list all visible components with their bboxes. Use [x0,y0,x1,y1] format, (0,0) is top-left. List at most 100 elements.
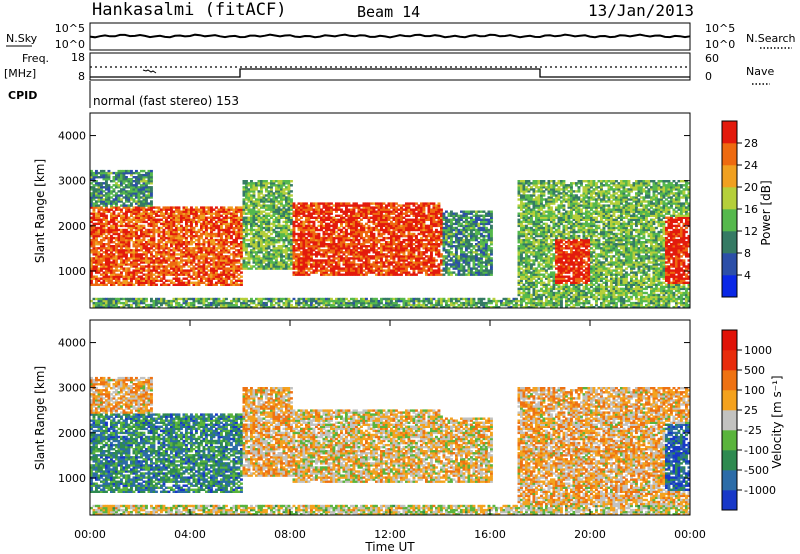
power-data-cell [92,210,96,213]
power-data-cell [247,200,251,203]
power-data-cell [230,216,233,219]
power-data-cell [152,306,156,309]
power-data-cell [132,226,136,230]
power-data-cell [357,273,361,276]
power-data-cell [302,257,306,260]
power-data-cell [247,245,251,248]
power-data-cell [262,194,266,197]
power-data-cell [230,243,233,246]
power-data-cell [137,182,141,185]
power-data-cell [265,243,268,246]
power-data-cell [107,277,111,280]
power-data-cell [312,259,316,262]
power-data-cell [280,216,283,219]
power-data-cell [235,299,238,303]
power-data-cell [402,234,406,238]
power-data-cell [142,259,146,262]
power-data-cell [405,257,408,260]
power-data-cell [182,212,186,215]
power-data-cell [142,226,146,230]
power-data-cell [275,184,278,187]
power-data-cell [110,281,113,284]
power-data-cell [202,255,206,258]
power-data-cell [387,212,391,215]
power-data-cell [215,212,218,215]
power-data-cell [332,224,336,228]
power-data-cell [247,263,251,266]
power-data-cell [235,275,238,278]
power-data-cell [122,261,126,264]
power-data-cell [137,275,141,278]
power-data-cell [347,236,351,240]
power-data-cell [265,198,268,201]
power-data-cell [305,202,308,205]
power-data-cell [335,271,338,274]
power-data-cell [92,238,96,242]
power-data-cell [100,265,103,268]
power-data-cell [185,259,188,262]
power-data-cell [162,251,166,254]
power-data-cell [115,178,118,181]
power-data-cell [222,232,226,236]
power-data-cell [100,198,103,201]
power-data-cell [97,184,101,187]
power-data-cell [182,297,186,301]
power-data-cell [332,303,336,307]
power-data-cell [272,204,276,207]
power-data-cell [122,241,126,244]
power-data-cell [137,297,141,301]
power-data-cell [402,269,406,272]
power-data-cell [190,259,193,262]
power-data-cell [152,224,156,228]
power-data-cell [155,297,158,301]
power-data-cell [227,269,231,272]
power-data-cell [130,279,133,282]
power-data-cell [165,230,168,234]
power-data-cell [357,269,361,272]
power-data-cell [232,226,236,230]
power-data-cell [372,222,376,226]
power-data-cell [307,238,311,242]
power-data-cell [202,216,206,219]
power-data-cell [125,180,128,183]
power-data-cell [137,271,141,274]
power-data-cell [340,238,343,242]
power-data-cell [362,253,366,256]
power-data-cell [162,238,166,242]
power-data-cell [187,269,191,272]
power-data-cell [207,234,211,238]
power-data-cell [160,277,163,280]
power-data-cell [325,271,328,274]
power-data-cell [392,222,396,226]
power-data-cell [142,188,146,191]
power-data-cell [137,228,141,232]
power-data-cell [105,279,108,282]
power-data-cell [170,238,173,242]
power-data-cell [122,192,126,195]
power-data-cell [127,204,131,207]
power-data-cell [277,184,281,187]
power-data-cell [140,208,143,211]
power-data-cell [402,230,406,234]
power-data-cell [222,257,226,260]
power-data-cell [90,220,93,224]
power-data-cell [295,253,298,256]
power-data-cell [212,275,216,278]
power-data-cell [375,228,378,232]
power-data-cell [165,273,168,276]
power-data-cell [142,265,146,268]
power-data-cell [182,306,186,309]
power-data-cell [160,273,163,276]
power-data-cell [175,216,178,219]
power-data-cell [125,190,128,193]
power-data-cell [282,232,286,236]
power-data-cell [125,210,128,213]
power-data-cell [392,247,396,250]
power-data-cell [277,180,281,183]
power-data-cell [147,212,151,215]
power-data-cell [302,220,306,224]
power-data-cell [412,243,416,246]
power-data-cell [387,249,391,252]
power-data-cell [410,303,413,307]
power-data-cell [137,202,141,205]
